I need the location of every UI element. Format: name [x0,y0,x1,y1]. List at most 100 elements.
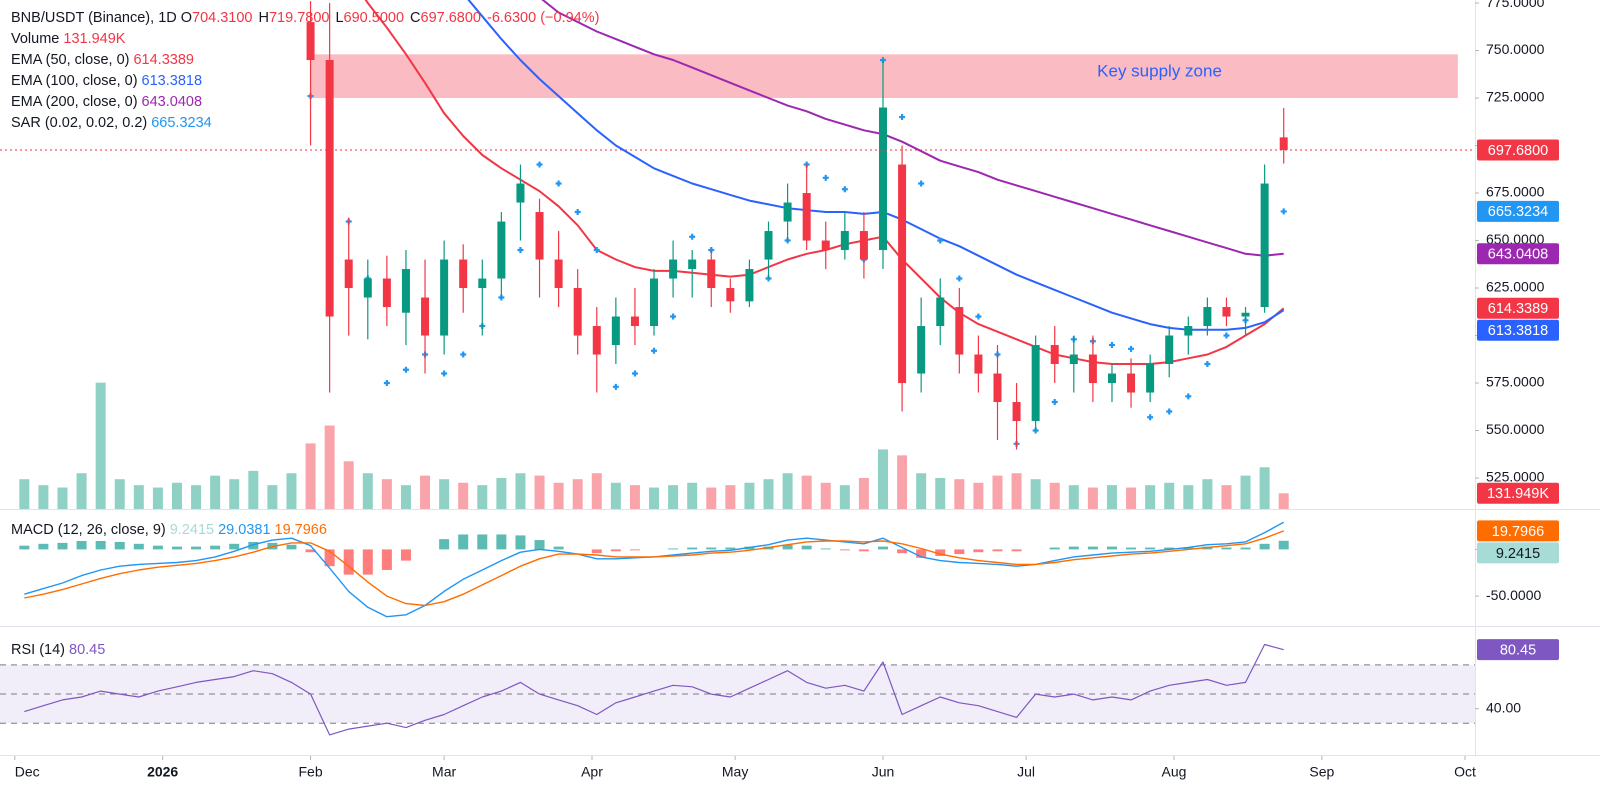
sar-point [1166,408,1173,415]
volume-bar [801,475,812,509]
candle-body [630,316,639,327]
candle-body [726,288,735,302]
sar-point [1147,414,1154,421]
macd-histogram-bar [38,543,49,550]
macd-histogram-bar [210,545,221,550]
price-label-bg [1477,482,1559,504]
candle-body [344,259,353,289]
volume-bar [114,479,125,509]
volume-bar [877,449,888,509]
macd-histogram-bar [439,539,450,550]
sar-point [1204,361,1211,368]
volume-bar [534,475,545,509]
candle-body [878,107,887,251]
volume-bar [1183,485,1194,509]
sar-point [383,380,390,387]
volume-bar [1259,467,1270,509]
candle-body [1127,373,1136,393]
ohlc-value: 690.5000 [343,10,405,26]
candle-body [1260,183,1269,308]
macd-histogram-bar [19,545,30,550]
legend-name: EMA (200, close, 0) [11,94,138,110]
volume-bar [362,473,373,509]
price-label-bg [1477,200,1559,222]
volume-bar [649,487,660,509]
candle-body [325,60,334,317]
volume-bar [954,479,965,509]
macd-histogram-bar [1087,546,1098,550]
sar-point [899,114,906,121]
ema-line [467,0,1285,331]
macd-histogram-bar [114,541,125,550]
candle-body [688,259,697,270]
candle-body [573,288,582,336]
volume-bar [152,487,163,509]
macd-histogram-bar [343,549,354,575]
x-tick-label: Aug [1162,764,1187,780]
sar-point [441,370,448,377]
sar-point [956,275,963,282]
candle-body [535,212,544,260]
sar-point [612,383,619,390]
sar-point [975,313,982,320]
price-label-bg [1477,139,1559,161]
ohlc-key: O [180,10,193,26]
supply-zone [310,54,1458,99]
candle-body [1279,137,1288,150]
price-label-bg [1477,243,1559,265]
macd-histogram-bar [1049,547,1060,550]
volume-bar [1106,485,1117,509]
ema-line [541,0,1284,257]
signal-line [24,530,1284,607]
legend-value: 80.45 [69,642,106,658]
volume-bar [38,485,49,509]
macd-histogram-bar [954,549,965,555]
candle-body [707,259,716,289]
macd-histogram-bar [935,549,946,556]
price-label-bg [1477,319,1559,341]
legend-value: 614.3389 [133,52,194,68]
volume-bar [591,473,602,509]
y-tick-label: 650.0000 [1486,231,1545,247]
y-tick-label: 750.0000 [1486,41,1545,57]
macd-histogram-bar [839,549,850,551]
sar-point [918,180,925,187]
macd-histogram-bar [782,544,793,550]
zone-label: Key supply zone [1097,62,1222,81]
volume-bar [171,482,182,509]
volume-bar [286,473,297,509]
sar-point [460,351,467,358]
volume-bar [343,461,354,509]
volume-bar [210,475,221,509]
volume-bar [1126,487,1137,509]
candle-body [306,22,315,61]
x-tick-label: Jul [1017,764,1035,780]
macd-histogram-bar [191,546,202,550]
macd-histogram-bar [1126,547,1137,550]
macd-histogram-bar [534,540,545,550]
legend-name: SAR (0.02, 0.02, 0.2) [11,115,148,131]
volume-bar [1068,485,1079,509]
y-tick-label: -50.0000 [1486,587,1541,603]
candle-body [421,297,430,336]
macd-histogram-bar [324,549,335,567]
volume-bar [267,485,278,509]
legend-row: EMA (100, close, 0) 613.3818 [11,71,603,92]
candle-body [363,278,372,298]
volume-bar [916,473,927,509]
ohlc-key: C [410,10,421,26]
macd-histogram-bar [1011,549,1022,552]
macd-histogram-bar [687,547,698,550]
sar-point [555,180,562,187]
candle-body [478,278,487,289]
candle-body [440,259,449,336]
candle-body [669,259,678,279]
volume-bar [973,482,984,509]
price-label: 697.6800 [1488,143,1548,159]
candle-body [764,231,773,260]
sar-point [402,366,409,373]
candle-body [955,307,964,355]
legend-row: BNB/USDT (Binance), 1D O704.3100 H719.7800… [11,8,603,29]
volume-bar [992,475,1003,509]
volume-bar [839,485,850,509]
